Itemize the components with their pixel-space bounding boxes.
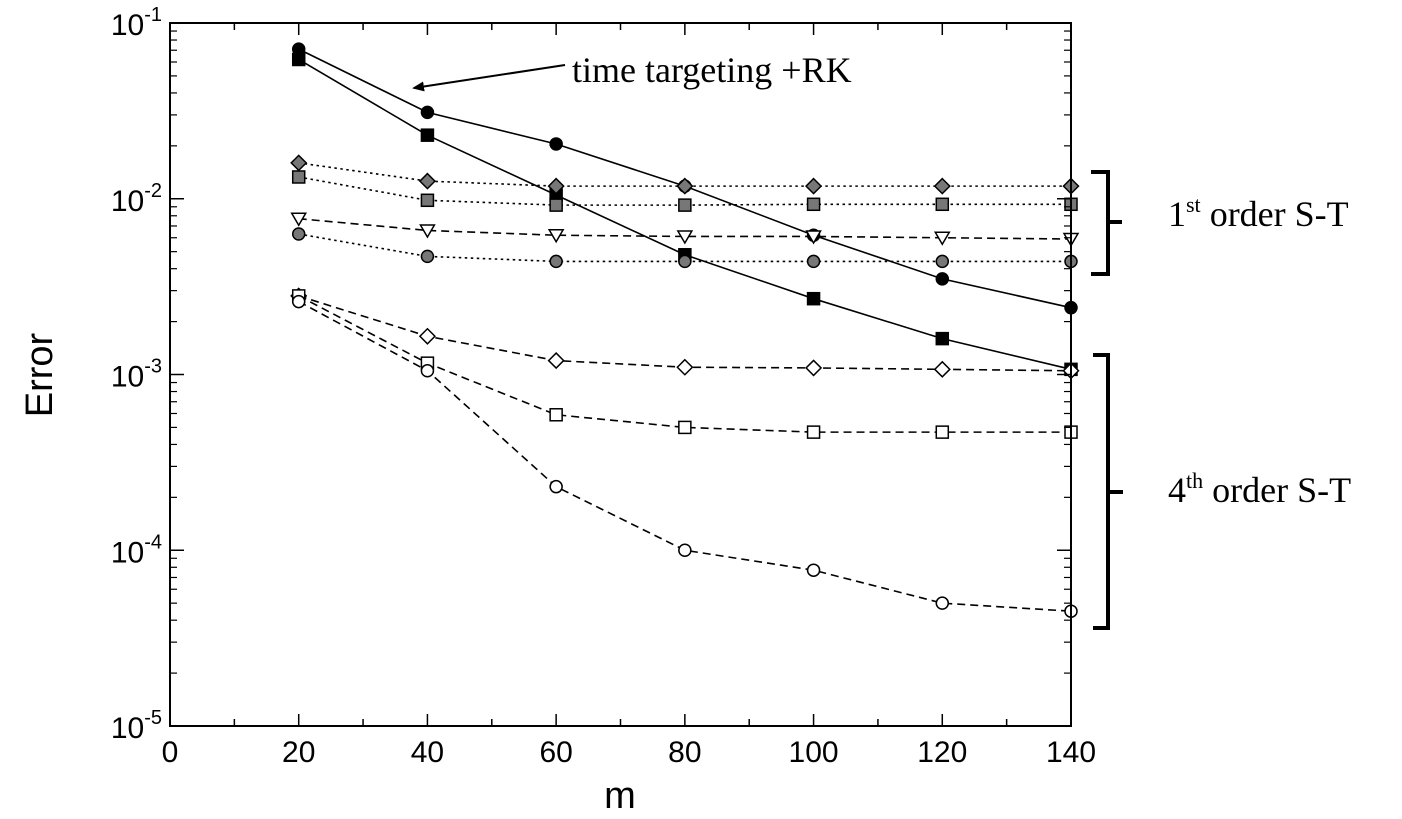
series-6: [290, 287, 1080, 380]
data-point: [805, 177, 823, 195]
y-axis-title: Error: [19, 332, 61, 417]
x-tick-label: 140: [1046, 736, 1096, 769]
data-point: [420, 249, 435, 264]
data-point: [291, 227, 306, 241]
data-point: [420, 105, 435, 120]
series-2: [290, 154, 1080, 195]
y-tick-label: 10-1: [111, 4, 162, 42]
series-3: [291, 170, 1078, 212]
y-tick-label: 10-4: [111, 531, 162, 569]
data-point: [935, 331, 950, 346]
x-tick-label: 120: [917, 736, 967, 769]
data-point: [419, 224, 436, 239]
data-point: [676, 177, 694, 195]
data-point: [420, 364, 435, 378]
data-point: [420, 193, 435, 208]
data-point: [549, 479, 563, 494]
data-point: [805, 359, 823, 377]
y-tick-label: 10-2: [111, 180, 162, 218]
fourth-order-brace: [1093, 353, 1123, 630]
first-order-brace: [1091, 170, 1122, 276]
data-point: [806, 425, 821, 439]
data-point: [676, 358, 694, 376]
series-4: [290, 212, 1080, 248]
plot-frame: [169, 22, 1072, 727]
data-point: [935, 254, 950, 269]
y-tick-label: 10-3: [111, 356, 162, 394]
data-point: [933, 177, 951, 195]
data-point: [933, 231, 951, 246]
x-tick-label: 60: [539, 736, 572, 769]
ticks-layer: 0 20 40 60 80 100 120 140 10-5 10-4 10-3 10-2 10-1: [111, 4, 1096, 769]
data-point: [291, 294, 306, 309]
data-point: [935, 197, 950, 212]
data-point: [549, 408, 563, 422]
series-7: [291, 289, 1078, 439]
fourth-order-label: 4th order S-T: [1168, 468, 1351, 510]
data-point: [290, 154, 308, 172]
series-1: [291, 52, 1078, 377]
data-point: [935, 425, 950, 439]
x-tick-label: 100: [789, 736, 839, 769]
x-axis-title: m: [604, 775, 636, 817]
x-tick-label: 40: [411, 736, 444, 769]
data-point: [678, 198, 692, 212]
data-point: [935, 596, 950, 610]
data-point: [935, 272, 950, 286]
data-point: [547, 228, 565, 244]
time-targeting-arrow: [412, 64, 566, 92]
data-point: [291, 170, 306, 184]
data-point: [678, 254, 692, 269]
data-point: [549, 254, 563, 269]
series-layer: [290, 42, 1080, 618]
data-point: [806, 254, 821, 269]
x-tick-label: 80: [668, 736, 701, 769]
data-point: [549, 137, 563, 151]
x-tick-label: 20: [282, 736, 315, 769]
data-point: [806, 197, 821, 212]
data-point: [933, 360, 951, 378]
data-point: [290, 212, 308, 227]
data-point: [418, 172, 436, 190]
first-order-label: 1st order S-T: [1168, 192, 1349, 234]
data-point: [678, 543, 692, 557]
series-line: [298, 300, 1072, 612]
x-tick-label: 0: [162, 736, 179, 769]
data-point: [291, 52, 306, 67]
data-point: [547, 352, 565, 370]
data-point: [420, 128, 435, 142]
series-8: [291, 294, 1078, 618]
time-targeting-label: time targeting +RK: [572, 50, 852, 90]
data-point: [547, 177, 565, 195]
data-point: [418, 327, 436, 345]
y-tick-label: 10-5: [111, 707, 162, 745]
data-point: [676, 230, 694, 245]
series-5: [291, 227, 1078, 269]
data-point: [678, 420, 692, 435]
data-point: [549, 198, 563, 212]
data-point: [805, 230, 822, 245]
data-point: [806, 291, 821, 306]
data-point: [806, 563, 821, 577]
